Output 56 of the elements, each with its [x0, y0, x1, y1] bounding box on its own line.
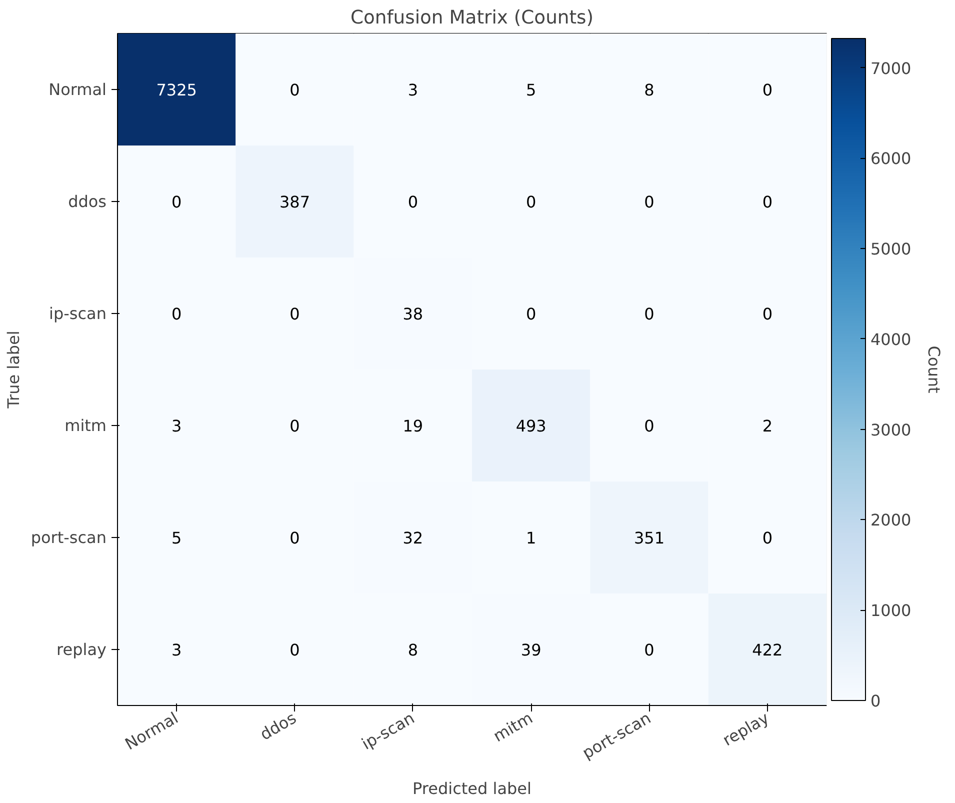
data-label: 0: [171, 192, 182, 212]
data-label: 0: [290, 304, 300, 324]
data-label: 0: [290, 528, 300, 548]
data-label: 3: [171, 640, 182, 660]
data-label: 0: [526, 192, 536, 212]
data-label: 0: [644, 192, 654, 212]
color-bar-label: 5000: [870, 240, 912, 259]
color-bar-label: 1000: [870, 601, 912, 620]
color-bar-label: 6000: [870, 149, 912, 168]
x-tick-label: ddos: [256, 708, 300, 744]
x-axis-title: Predicted label: [412, 778, 532, 798]
y-tick-label: ip-scan: [49, 304, 106, 323]
y-axis-title: True label: [4, 330, 23, 410]
data-label: 0: [762, 192, 773, 212]
data-label: 0: [290, 80, 300, 100]
color-bar-label: 3000: [870, 420, 912, 440]
data-label: 0: [644, 416, 654, 436]
y-tick-label: replay: [56, 640, 107, 659]
data-label: 19: [402, 416, 424, 436]
data-label: 0: [290, 640, 300, 660]
data-label: 0: [644, 304, 654, 324]
data-label: 0: [526, 304, 536, 324]
y-tick-label: port-scan: [30, 528, 107, 547]
data-label: 5: [526, 80, 536, 100]
data-label: 8: [644, 80, 654, 100]
data-label: 0: [762, 528, 773, 548]
data-label: 422: [752, 640, 783, 660]
data-label: 7325: [156, 80, 197, 100]
y-tick-label: ddos: [68, 192, 106, 211]
data-label: 3: [171, 416, 182, 436]
data-label: 387: [279, 192, 310, 212]
color-bar-label: 0: [870, 692, 881, 710]
color-bar-label: 7000: [870, 58, 912, 78]
y-tick-label: Normal: [48, 80, 106, 99]
data-label: 0: [408, 192, 418, 212]
data-label: 2: [762, 416, 773, 436]
data-label: 1: [526, 528, 536, 548]
x-tick-label: mitm: [490, 708, 536, 746]
y-tick-label: mitm: [64, 416, 106, 435]
data-label: 5: [171, 528, 182, 548]
data-label: 493: [516, 416, 546, 436]
data-label: 0: [762, 304, 773, 324]
chart-title: Confusion Matrix (Counts): [350, 8, 594, 28]
data-label: 38: [402, 304, 424, 324]
data-label: 32: [402, 528, 424, 548]
data-label: 0: [762, 80, 773, 100]
color-bar-label: 2000: [870, 510, 912, 530]
data-label: 351: [634, 528, 665, 548]
color-bar-label: 4000: [870, 330, 912, 349]
data-label: 8: [408, 640, 418, 660]
data-label: 39: [520, 640, 542, 660]
data-label: 0: [171, 304, 182, 324]
data-label: 0: [644, 640, 654, 660]
color-bar-title: Count: [924, 346, 944, 394]
data-label: 0: [290, 416, 300, 436]
data-label: 3: [408, 80, 418, 100]
